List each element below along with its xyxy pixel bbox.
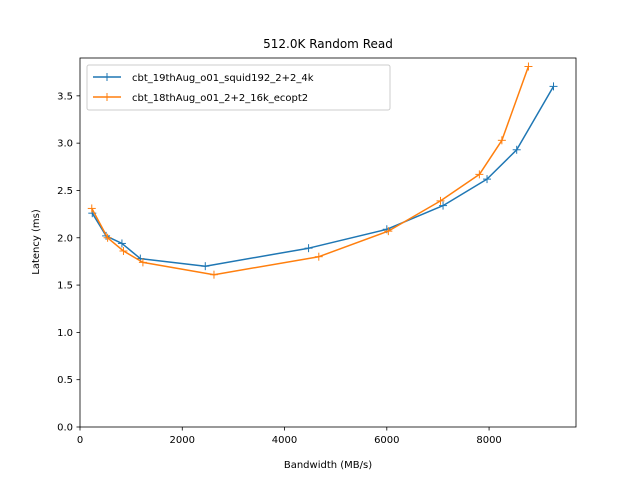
axes: 0 2000 4000 6000 8000 0.0 0.5 1.0 1.5 2.0 2.5 3.0 3.… [57, 57, 577, 446]
data-point [117, 239, 126, 248]
data-point [549, 82, 558, 91]
legend-item-1: cbt_18thAug_o01_2+2_16k_ecopt2 [93, 93, 308, 104]
legend-label: cbt_18thAug_o01_2+2_16k_ecopt2 [132, 93, 308, 104]
data-point [209, 270, 218, 279]
y-tick-label: 3.5 [57, 91, 73, 102]
legend-item-0: cbt_19thAug_o01_squid192_2+2_4k [93, 73, 314, 84]
data-point [87, 204, 96, 213]
plot-area [87, 62, 558, 279]
x-tick-label: 6000 [374, 435, 399, 446]
y-tick-label: 0.0 [57, 423, 73, 434]
data-point [524, 62, 533, 71]
data-point [384, 227, 393, 236]
x-axis-label: Bandwidth (MB/s) [284, 460, 372, 471]
data-point [439, 201, 448, 210]
y-tick-label: 2.0 [57, 233, 73, 244]
x-tick-label: 0 [77, 435, 83, 446]
x-tick-label: 4000 [272, 435, 297, 446]
data-point [475, 170, 484, 179]
data-point [138, 258, 147, 267]
data-point [512, 145, 521, 154]
data-point [314, 252, 323, 261]
x-tick-label: 2000 [170, 435, 195, 446]
legend: cbt_19thAug_o01_squid192_2+2_4k cbt_18thA… [86, 64, 391, 111]
legend-label: cbt_19thAug_o01_squid192_2+2_4k [132, 73, 314, 84]
data-point [119, 247, 128, 256]
legend-box [86, 64, 391, 111]
series-line-0 [91, 86, 555, 267]
y-tick-label: 1.0 [57, 328, 73, 339]
data-point [201, 262, 210, 271]
data-point [483, 175, 492, 184]
y-tick-label: 2.5 [57, 186, 73, 197]
x-tick-label: 8000 [476, 435, 501, 446]
y-axis-label: Latency (ms) [31, 209, 42, 275]
y-tick-label: 3.0 [57, 139, 73, 150]
y-tick-label: 0.5 [57, 375, 73, 386]
data-point [103, 233, 112, 242]
data-point [436, 196, 445, 205]
data-point [304, 244, 313, 253]
axes-frame [79, 57, 577, 428]
chart-title: 512.0K Random Read [263, 37, 393, 51]
data-point [497, 136, 506, 145]
y-tick-label: 1.5 [57, 281, 73, 292]
